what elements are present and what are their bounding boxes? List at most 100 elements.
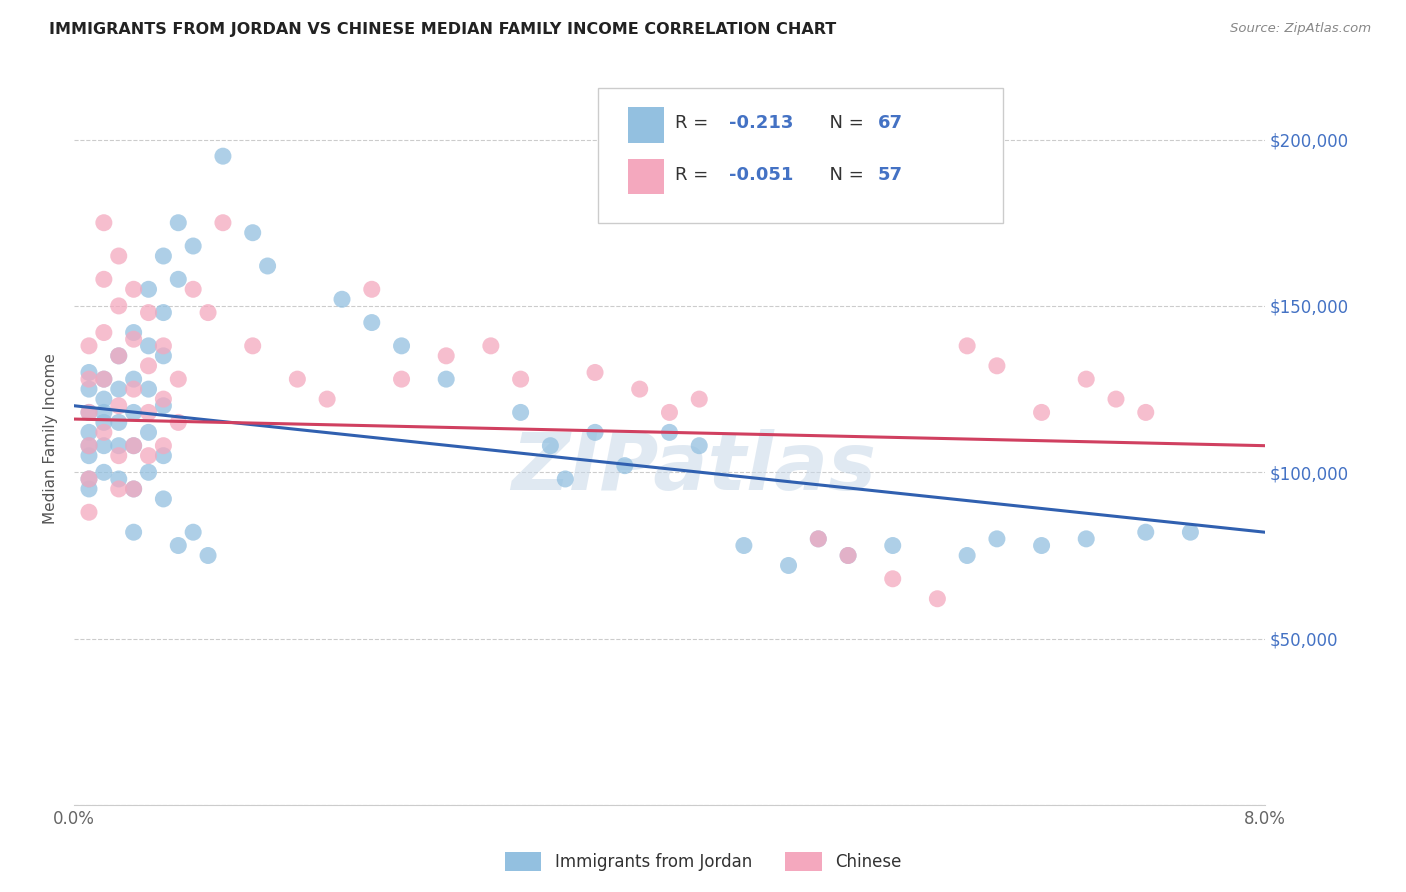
Point: [77, 505, 100, 519]
Point: [837, 549, 859, 563]
Point: [93, 272, 115, 286]
Point: [107, 482, 129, 496]
Point: [138, 405, 160, 419]
Point: [122, 439, 145, 453]
Point: [1135, 405, 1157, 419]
Point: [688, 392, 710, 406]
Point: [107, 449, 129, 463]
Text: ZIPatlas: ZIPatlas: [510, 429, 876, 508]
Point: [509, 372, 531, 386]
Point: [807, 532, 830, 546]
Point: [1031, 539, 1053, 553]
Point: [509, 405, 531, 419]
Legend: Immigrants from Jordan, Chinese: Immigrants from Jordan, Chinese: [496, 843, 910, 880]
Text: N =: N =: [818, 167, 870, 185]
Point: [122, 482, 145, 496]
Text: N =: N =: [818, 114, 870, 132]
Point: [122, 525, 145, 540]
Point: [167, 539, 190, 553]
Point: [138, 305, 160, 319]
Point: [77, 449, 100, 463]
Point: [138, 382, 160, 396]
Point: [77, 339, 100, 353]
Point: [152, 449, 174, 463]
Point: [77, 439, 100, 453]
Point: [122, 332, 145, 346]
Point: [316, 392, 339, 406]
Point: [927, 591, 949, 606]
Point: [583, 366, 606, 380]
Point: [197, 549, 219, 563]
Point: [138, 449, 160, 463]
Point: [107, 439, 129, 453]
Point: [122, 282, 145, 296]
Point: [77, 472, 100, 486]
Point: [583, 425, 606, 440]
FancyBboxPatch shape: [628, 107, 664, 143]
Text: -0.051: -0.051: [728, 167, 793, 185]
Point: [77, 366, 100, 380]
Text: 57: 57: [877, 167, 903, 185]
Point: [152, 305, 174, 319]
Point: [167, 272, 190, 286]
Point: [107, 349, 129, 363]
Point: [107, 249, 129, 263]
Point: [122, 482, 145, 496]
Point: [77, 439, 100, 453]
Point: [882, 572, 904, 586]
Text: 67: 67: [877, 114, 903, 132]
Point: [807, 532, 830, 546]
Point: [152, 339, 174, 353]
Point: [107, 416, 129, 430]
Point: [658, 425, 681, 440]
Point: [93, 416, 115, 430]
Point: [1076, 372, 1098, 386]
Point: [391, 339, 413, 353]
Point: [138, 359, 160, 373]
Point: [197, 305, 219, 319]
Point: [93, 392, 115, 406]
Point: [93, 405, 115, 419]
Point: [138, 282, 160, 296]
Point: [778, 558, 800, 573]
Point: [152, 392, 174, 406]
Point: [122, 382, 145, 396]
Point: [77, 472, 100, 486]
Point: [122, 405, 145, 419]
Point: [167, 216, 190, 230]
Text: R =: R =: [675, 114, 714, 132]
Point: [986, 532, 1008, 546]
Point: [688, 439, 710, 453]
Point: [93, 372, 115, 386]
Point: [628, 382, 651, 396]
Point: [77, 382, 100, 396]
Point: [256, 259, 278, 273]
Point: [122, 326, 145, 340]
Point: [122, 372, 145, 386]
Point: [107, 399, 129, 413]
Point: [613, 458, 636, 473]
Point: [1180, 525, 1202, 540]
Point: [152, 349, 174, 363]
Point: [360, 316, 382, 330]
Point: [242, 226, 264, 240]
Point: [181, 282, 204, 296]
Point: [479, 339, 502, 353]
Point: [391, 372, 413, 386]
FancyBboxPatch shape: [628, 159, 664, 194]
Point: [152, 249, 174, 263]
Y-axis label: Median Family Income: Median Family Income: [44, 353, 58, 524]
Point: [167, 416, 190, 430]
Point: [1105, 392, 1128, 406]
Point: [93, 465, 115, 479]
FancyBboxPatch shape: [598, 87, 1002, 223]
Point: [138, 425, 160, 440]
Point: [77, 425, 100, 440]
Point: [1076, 532, 1098, 546]
Point: [138, 339, 160, 353]
Point: [330, 292, 353, 306]
Point: [152, 399, 174, 413]
Point: [882, 539, 904, 553]
Point: [733, 539, 755, 553]
Point: [242, 339, 264, 353]
